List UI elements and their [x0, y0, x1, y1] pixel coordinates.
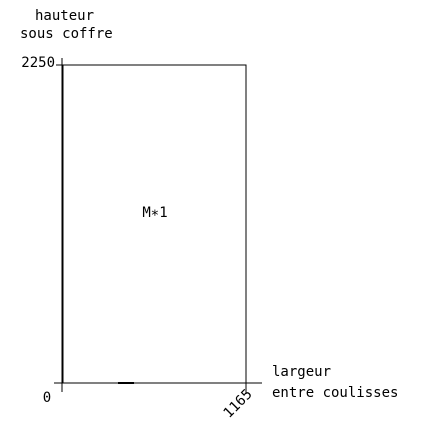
height-label: 2250 [21, 55, 55, 71]
x-label-line: entre coulisses [272, 385, 398, 401]
width-label: 1165 [221, 386, 256, 421]
y-label-line: hauteur [35, 8, 94, 24]
panel-label: M∗1 [142, 205, 167, 221]
x-label-line: largeur [272, 364, 331, 380]
origin-label: 0 [43, 390, 51, 406]
panel-outline [62, 64, 247, 384]
y-label-line: sous coffre [20, 26, 113, 42]
